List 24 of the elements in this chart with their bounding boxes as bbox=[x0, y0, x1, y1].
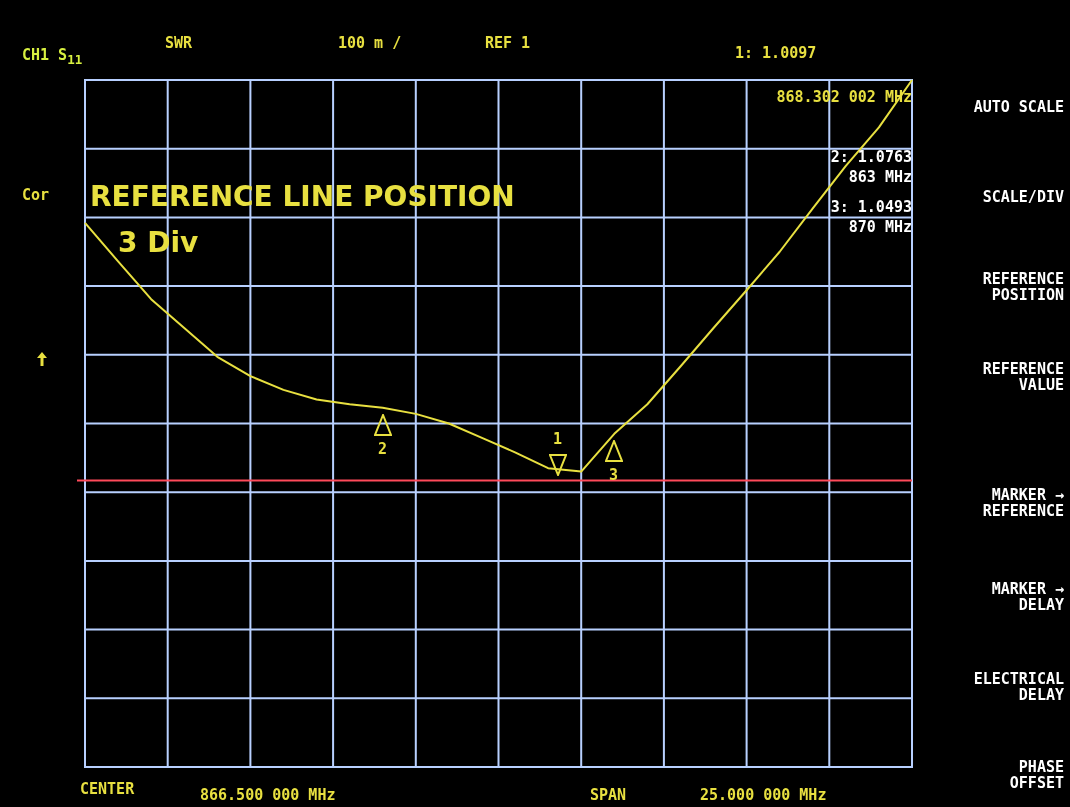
text: 1: 1.0097 bbox=[735, 44, 817, 62]
annotation: 2 bbox=[378, 440, 388, 458]
annotation: 870 MHz bbox=[848, 218, 912, 236]
text: SWR bbox=[165, 34, 193, 52]
text: REFERENCE POSITION bbox=[982, 270, 1064, 304]
annotation: 1 bbox=[553, 430, 563, 448]
text: CH1 S$_{11}$ bbox=[22, 46, 83, 67]
annotation: 2: 1.0763 bbox=[830, 148, 912, 166]
text: AUTO SCALE bbox=[973, 98, 1064, 116]
text: 866.500 000 MHz bbox=[200, 786, 336, 804]
text: 100 m / bbox=[338, 34, 402, 52]
text: SCALE/DIV bbox=[982, 188, 1064, 206]
text: ELECTRICAL DELAY bbox=[973, 670, 1064, 704]
text: CENTER bbox=[80, 780, 135, 798]
text: Cor bbox=[22, 186, 50, 204]
text: REF 1 bbox=[485, 34, 531, 52]
annotation: 863 MHz bbox=[848, 168, 912, 186]
text: SPAN bbox=[590, 786, 627, 804]
text: 25.000 000 MHz bbox=[700, 786, 827, 804]
text: REFERENCE VALUE bbox=[982, 360, 1064, 394]
text: MARKER → DELAY bbox=[991, 580, 1064, 614]
text: PHASE OFFSET bbox=[1009, 758, 1064, 792]
annotation: 3: 1.0493 bbox=[830, 198, 912, 216]
text: MARKER → REFERENCE bbox=[982, 486, 1064, 520]
